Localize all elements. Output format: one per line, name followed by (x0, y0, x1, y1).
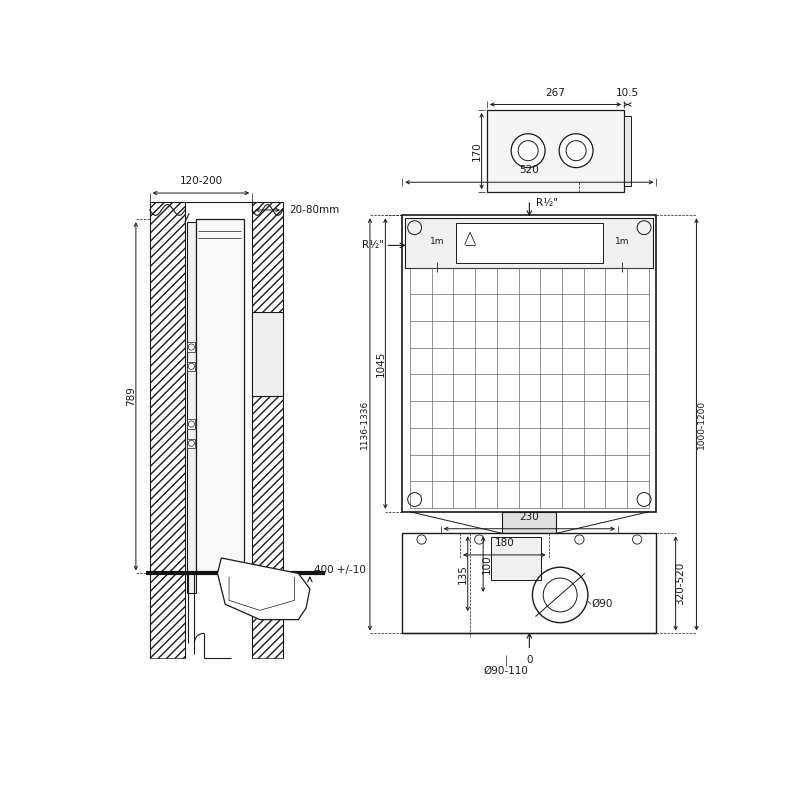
Text: Ø90-110: Ø90-110 (484, 666, 529, 676)
Bar (402, 215, 656, 512)
Text: 520: 520 (519, 166, 539, 175)
Bar (624, 116, 631, 186)
Text: 135: 135 (458, 564, 468, 584)
Text: 1136-1336: 1136-1336 (360, 400, 369, 449)
Bar (187, 419, 195, 429)
Text: 100: 100 (482, 554, 492, 574)
Polygon shape (218, 558, 310, 619)
Text: 789: 789 (126, 386, 136, 406)
Text: 20-80mm: 20-80mm (289, 205, 339, 215)
Bar (406, 218, 654, 268)
Text: Ø90: Ø90 (591, 599, 612, 610)
Text: 1m: 1m (614, 237, 629, 246)
Text: 230: 230 (519, 512, 539, 522)
Bar (252, 312, 283, 396)
Text: 1m: 1m (430, 237, 444, 246)
Bar (252, 202, 283, 658)
Text: 180: 180 (494, 538, 514, 548)
Text: 10.5: 10.5 (616, 87, 639, 98)
Bar (456, 223, 602, 263)
Bar (196, 219, 244, 574)
Text: 1000-1200: 1000-1200 (697, 400, 706, 449)
Text: 267: 267 (546, 87, 566, 98)
Circle shape (511, 134, 545, 168)
Circle shape (518, 141, 538, 161)
Bar (502, 512, 556, 534)
Circle shape (559, 134, 593, 168)
Bar (187, 342, 195, 352)
Text: 1045: 1045 (376, 350, 386, 377)
Bar (187, 438, 195, 448)
Bar (150, 202, 185, 658)
Text: 0: 0 (526, 655, 533, 665)
Circle shape (566, 141, 586, 161)
Text: 120-200: 120-200 (179, 176, 222, 186)
Bar (187, 362, 195, 371)
Bar (186, 222, 196, 593)
Text: R½": R½" (535, 198, 558, 209)
Text: 170: 170 (472, 141, 482, 161)
Bar (487, 110, 624, 192)
Text: 320-520: 320-520 (675, 562, 686, 605)
Text: R½": R½" (362, 240, 384, 250)
Bar (491, 538, 541, 579)
Bar (402, 534, 656, 634)
Text: 400 +/-10: 400 +/-10 (314, 565, 366, 574)
